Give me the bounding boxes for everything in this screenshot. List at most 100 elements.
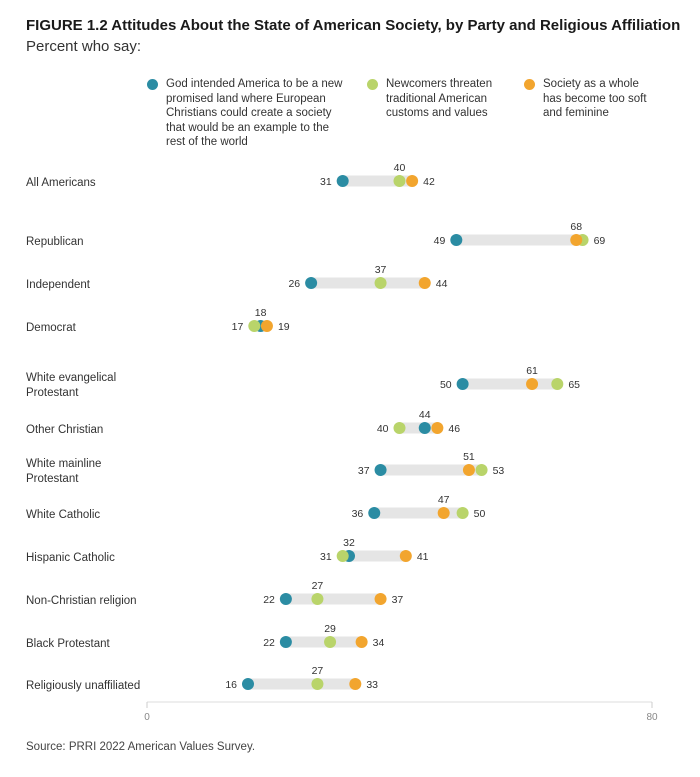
dot-soft: [526, 378, 539, 390]
dot-soft: [355, 636, 368, 648]
value-label-soft: 37: [392, 594, 404, 606]
value-label-soft: 44: [436, 278, 448, 290]
value-label-promised: 26: [288, 278, 300, 290]
value-label-newcomers: 69: [594, 235, 606, 247]
value-label-newcomers: 40: [394, 162, 406, 174]
value-label-promised: 18: [255, 307, 267, 319]
dot-promised: [450, 234, 463, 246]
category-label-line: Republican: [26, 236, 84, 248]
category-label: Non-Christian religion: [26, 595, 137, 607]
value-label-soft: 51: [463, 451, 475, 463]
value-label-soft: 42: [423, 176, 435, 188]
value-label-soft: 34: [373, 637, 385, 649]
value-label-soft: 47: [438, 494, 450, 506]
dot-promised: [336, 175, 349, 187]
value-label-promised: 22: [263, 637, 275, 649]
category-label: White evangelical Protestant: [26, 372, 116, 399]
value-label-newcomers: 27: [312, 580, 324, 592]
dot-newcomers: [475, 464, 488, 476]
dot-newcomers: [393, 422, 406, 434]
dot-soft: [570, 234, 583, 246]
value-label-newcomers: 37: [375, 264, 387, 276]
dot-newcomers: [393, 175, 406, 187]
category-label: Democrat: [26, 322, 77, 334]
dot-newcomers: [324, 636, 337, 648]
dot-soft: [462, 464, 475, 476]
dot-soft: [431, 422, 444, 434]
category-label-line: White Catholic: [26, 509, 100, 521]
category-label-line: Religiously unaffiliated: [26, 680, 140, 692]
value-label-promised: 36: [352, 508, 364, 520]
value-label-promised: 37: [358, 465, 370, 477]
legend-label: Newcomers threaten traditional American …: [386, 78, 493, 119]
category-label-line: Hispanic Catholic: [26, 552, 115, 564]
category-label-line: White mainline: [26, 458, 101, 470]
legend-swatch-orange: [524, 79, 535, 90]
x-tick-label: 80: [646, 712, 658, 723]
x-tick-label: 0: [144, 712, 150, 723]
dot-promised: [374, 464, 387, 476]
value-label-soft: 46: [448, 423, 460, 435]
legend-swatch-teal: [147, 79, 158, 90]
value-label-soft: 41: [417, 551, 429, 563]
category-label: Independent: [26, 279, 91, 291]
dot-promised: [279, 636, 292, 648]
value-label-newcomers: 31: [320, 551, 332, 563]
category-label: Religiously unaffiliated: [26, 680, 140, 692]
dot-soft: [349, 678, 362, 690]
category-label-line: All Americans: [26, 177, 96, 189]
value-label-promised: 22: [263, 594, 275, 606]
dot-newcomers: [374, 277, 387, 289]
value-label-promised: 32: [343, 537, 355, 549]
value-label-promised: 31: [320, 176, 332, 188]
value-label-soft: 61: [526, 365, 538, 377]
dot-newcomers: [311, 678, 324, 690]
category-label-line: Protestant: [26, 387, 79, 399]
category-label-line: Non-Christian religion: [26, 595, 137, 607]
value-label-newcomers: 50: [474, 508, 486, 520]
category-label-line: Other Christian: [26, 424, 103, 436]
category-label: Hispanic Catholic: [26, 552, 115, 564]
dot-promised: [279, 593, 292, 605]
dot-promised: [456, 378, 469, 390]
legend-label: God intended America to be a new promise…: [166, 78, 343, 148]
legend-label: Society as a whole has become too soft a…: [543, 78, 647, 119]
value-label-promised: 44: [419, 409, 431, 421]
dot-soft: [260, 320, 273, 332]
dot-soft: [406, 175, 419, 187]
category-label: White mainline Protestant: [26, 458, 101, 485]
category-label: All Americans: [26, 177, 96, 189]
value-label-soft: 19: [278, 321, 290, 333]
legend-swatch-green: [367, 79, 378, 90]
value-label-soft: 68: [570, 221, 582, 233]
value-label-soft: 33: [366, 679, 378, 691]
category-label: Other Christian: [26, 424, 103, 436]
value-label-newcomers: 53: [493, 465, 505, 477]
chart-title: FIGURE 1.2 Attitudes About the State of …: [26, 17, 681, 34]
category-label: White Catholic: [26, 509, 100, 521]
dot-promised: [242, 678, 254, 690]
dot-promised: [418, 422, 431, 434]
category-label: Republican: [26, 236, 84, 248]
source-note: Source: PRRI 2022 American Values Survey…: [26, 741, 256, 753]
dot-soft: [374, 593, 387, 605]
dot-soft: [437, 507, 450, 519]
chart-subtitle: Percent who say:: [26, 38, 142, 55]
value-label-promised: 49: [434, 235, 446, 247]
dot-soft: [418, 277, 431, 289]
dot-newcomers: [336, 550, 349, 562]
dot-promised: [305, 277, 318, 289]
dot-newcomers: [456, 507, 469, 519]
value-label-newcomers: 65: [568, 379, 580, 391]
category-label-line: Independent: [26, 279, 91, 291]
value-label-newcomers: 40: [377, 423, 389, 435]
category-label-line: Democrat: [26, 322, 77, 334]
value-label-newcomers: 29: [324, 623, 336, 635]
dot-soft: [399, 550, 412, 562]
dot-newcomers: [551, 378, 564, 390]
value-label-promised: 16: [225, 679, 237, 691]
category-label-line: Protestant: [26, 473, 79, 485]
value-label-promised: 50: [440, 379, 452, 391]
